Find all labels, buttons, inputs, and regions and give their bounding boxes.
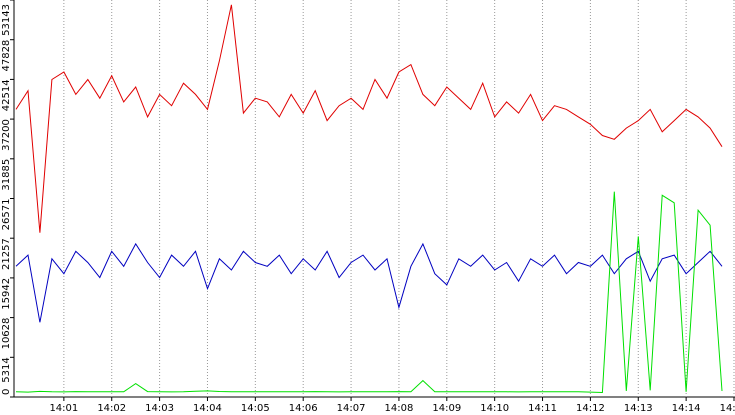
x-tick-label: 14:13 [624, 403, 653, 414]
y-tick-label: 0 [1, 389, 12, 395]
x-tick-label: 14:11 [528, 403, 557, 414]
x-tick-label: 14:08 [385, 403, 414, 414]
x-tick-label: 14:09 [432, 403, 461, 414]
x-tick-label: 14:04 [193, 403, 222, 414]
x-tick-label: 14:02 [97, 403, 126, 414]
y-tick-label: 15942 [1, 278, 12, 310]
x-tick-label: 14:06 [289, 403, 318, 414]
y-tick-label: 42514 [1, 79, 12, 111]
x-tick-label: 14:15 [720, 403, 735, 414]
y-tick-label: 10628 [1, 318, 12, 350]
x-tick-label: 14:10 [480, 403, 509, 414]
y-tick-label: 5314 [1, 357, 12, 382]
x-tick-label: 14:03 [145, 403, 174, 414]
y-tick-label: 53143 [1, 4, 12, 36]
y-tick-label: 47828 [1, 40, 12, 72]
series-line [15, 242, 723, 323]
x-tick-label: 14:01 [49, 403, 78, 414]
x-tick-label: 14:12 [576, 403, 605, 414]
y-tick-label: 37200 [1, 119, 12, 151]
series-line [15, 191, 723, 394]
x-tick-label: 14:05 [241, 403, 270, 414]
y-tick-label: 21257 [1, 238, 12, 270]
x-tick-label: 14:07 [337, 403, 366, 414]
y-tick-label: 31885 [1, 159, 12, 191]
x-tick-label: 14:14 [672, 403, 701, 414]
y-tick-label: 26571 [1, 199, 12, 231]
series-line [15, 4, 723, 233]
